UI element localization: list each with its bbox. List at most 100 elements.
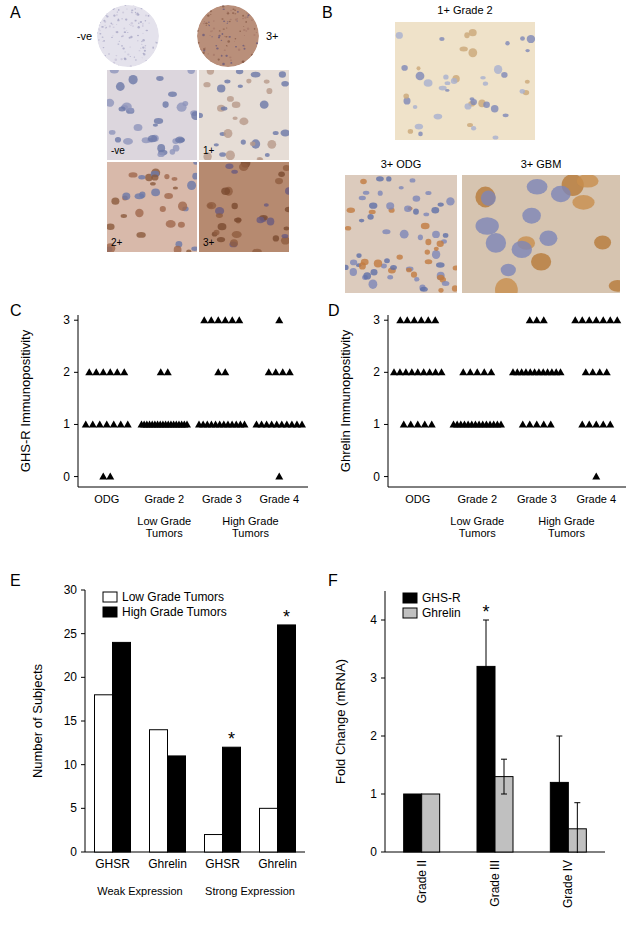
cell — [501, 72, 507, 78]
cell — [138, 23, 139, 24]
point — [400, 420, 408, 427]
cell — [141, 41, 142, 43]
cell — [207, 70, 214, 75]
y-axis-label: Fold Change (mRNA) — [333, 659, 348, 784]
cell — [204, 47, 205, 48]
cell — [127, 54, 129, 56]
cell — [211, 36, 212, 37]
cell — [609, 280, 620, 292]
cell — [202, 8, 204, 10]
cell — [266, 88, 272, 94]
y-axis-label: GHS-R Immunopositivity — [18, 329, 33, 472]
error-line — [504, 759, 505, 794]
cell — [166, 220, 176, 228]
cell — [145, 48, 147, 49]
cell — [107, 224, 115, 231]
cell — [178, 201, 187, 211]
cell — [436, 262, 445, 268]
cell — [421, 223, 430, 230]
cell — [164, 193, 173, 199]
cell — [145, 15, 147, 17]
point — [582, 368, 590, 375]
cell — [577, 175, 599, 188]
cell — [431, 207, 439, 214]
cell — [104, 57, 105, 58]
y-tick-label: 4 — [370, 613, 377, 627]
cell — [224, 80, 230, 84]
y-tick — [381, 852, 385, 853]
cell — [283, 165, 289, 171]
bar — [404, 794, 422, 852]
cell — [208, 25, 210, 26]
cell — [137, 35, 139, 36]
cell — [539, 231, 557, 247]
point — [599, 420, 607, 427]
legend-swatch — [403, 608, 417, 618]
micrograph — [462, 175, 620, 293]
cell — [273, 235, 279, 241]
group-label-line: Low Grade — [450, 515, 504, 527]
micrograph-bg — [395, 22, 535, 140]
tma-core — [196, 4, 259, 67]
cell — [116, 24, 117, 25]
cell — [223, 8, 225, 10]
cell — [200, 8, 202, 9]
cell — [486, 233, 506, 253]
cell — [129, 24, 130, 25]
cell — [146, 60, 147, 61]
cell — [253, 15, 255, 17]
bar — [260, 808, 278, 852]
cell — [203, 64, 205, 66]
cell — [115, 59, 118, 61]
cell — [404, 206, 412, 212]
micrograph-bg — [462, 175, 620, 293]
group-label-line: Tumors — [459, 527, 496, 539]
cell — [121, 214, 127, 218]
point — [241, 420, 249, 427]
point — [487, 368, 495, 375]
cell — [480, 76, 486, 80]
cell — [157, 9, 158, 10]
cell — [432, 231, 440, 238]
cell — [96, 43, 97, 44]
cell — [347, 208, 355, 213]
cell — [216, 213, 223, 218]
cell — [213, 27, 215, 29]
cell — [98, 28, 100, 29]
cell — [124, 31, 126, 33]
error-line — [559, 736, 560, 829]
figure: ABCDEF-ve3+-ve1+2+3+1+ Grade 23+ ODG3+ G… — [0, 0, 634, 925]
point — [103, 420, 111, 427]
cell — [367, 214, 373, 220]
cell — [199, 49, 201, 51]
cell — [527, 179, 548, 195]
cell — [525, 80, 530, 84]
x-tick-label: GHSR — [205, 857, 240, 871]
cell — [384, 258, 390, 263]
cell — [117, 20, 119, 22]
cell — [121, 18, 122, 19]
cell — [134, 8, 136, 9]
cell — [102, 37, 104, 38]
cell — [124, 58, 126, 60]
point — [578, 420, 586, 427]
point — [89, 420, 97, 427]
cell — [115, 31, 116, 32]
cell — [210, 61, 211, 63]
point — [533, 420, 541, 427]
x-tick-label: Grade 4 — [576, 493, 616, 505]
cell — [413, 195, 421, 201]
cell — [221, 55, 223, 57]
cell — [105, 25, 106, 26]
point — [585, 316, 593, 323]
point — [396, 316, 404, 323]
tma-core-bg — [197, 5, 259, 67]
group-label-line: Tumors — [232, 527, 269, 539]
cell — [452, 285, 457, 292]
legend: Low Grade TumorsHigh Grade Tumors — [103, 590, 227, 619]
cell — [453, 265, 457, 270]
point — [603, 368, 611, 375]
cell — [112, 35, 113, 36]
cell — [413, 208, 419, 214]
cell — [133, 5, 135, 6]
